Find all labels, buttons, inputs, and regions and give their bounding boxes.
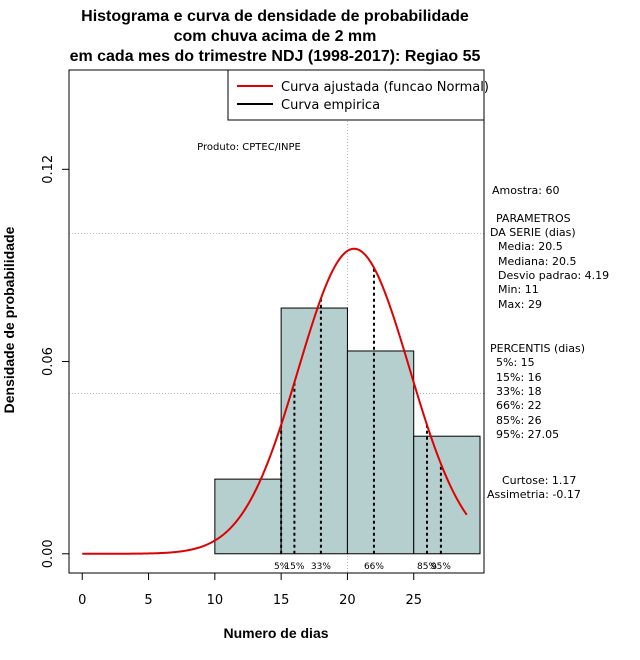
- legend-label-empirical: Curva empirica: [281, 98, 380, 113]
- stat-p95: 95%: 27.05: [496, 428, 559, 441]
- product-annotation: Produto: CPTEC/INPE: [197, 142, 301, 153]
- percentile-label-1: 15%: [284, 562, 304, 572]
- stat-p15: 15%: 16: [496, 371, 542, 384]
- legend-label-normal: Curva ajustada (funcao Normal): [281, 80, 489, 95]
- x-tick-label-3: 15: [273, 593, 290, 608]
- grid: [69, 70, 484, 573]
- x-tick-label-1: 5: [144, 593, 152, 608]
- statistics-panel: Amostra: 60 PARAMETROS DA SERIE (dias) M…: [487, 184, 609, 501]
- percentile-label-5: 95%: [431, 562, 451, 572]
- chart-title-line-1: Histograma e curva de densidade de proba…: [81, 8, 469, 25]
- stat-amostra: Amostra: 60: [492, 184, 559, 197]
- x-tick-label-5: 25: [405, 593, 422, 608]
- y-tick-label-0: 0.00: [41, 539, 56, 568]
- stat-media: Media: 20.5: [498, 240, 563, 253]
- histogram-bar-1: [280, 307, 348, 555]
- percentile-label-0: 5%: [274, 562, 289, 572]
- histogram-bar-3: [413, 435, 481, 555]
- stat-p85: 85%: 26: [496, 414, 542, 427]
- x-tick-label-0: 0: [78, 593, 86, 608]
- percentile-label-4: 85%: [417, 562, 437, 572]
- stat-p5: 5%: 15: [496, 356, 535, 369]
- x-tick-label-2: 10: [207, 593, 224, 608]
- x-tick-label-4: 20: [339, 593, 356, 608]
- stat-params-title-2: DA SERIE (dias): [490, 226, 576, 239]
- percentile-label-2: 33%: [311, 562, 331, 572]
- y-tick-label-1: 0.06: [41, 347, 56, 376]
- stat-p33: 33%: 18: [496, 385, 542, 398]
- stat-percentis-title: PERCENTIS (dias): [490, 342, 585, 355]
- percentile-lines: 5%15% 33% 66% 85%95%: [274, 267, 451, 572]
- stat-mediana: Mediana: 20.5: [498, 255, 576, 268]
- y-axis: 0.00 0.06 0.12: [41, 155, 70, 568]
- stat-curtose: Curtose: 1.17: [502, 474, 576, 487]
- stat-p66: 66%: 22: [496, 399, 542, 412]
- normal-curve: [82, 247, 468, 555]
- stat-desvio: Desvio padrao: 4.19: [498, 269, 609, 282]
- legend: Curva ajustada (funcao Normal) Curva emp…: [227, 69, 489, 121]
- y-axis-title: Densidade de probabilidade: [1, 226, 17, 413]
- x-axis-title: Numero de dias: [223, 625, 328, 641]
- legend-box: [227, 69, 485, 121]
- percentile-label-3: 66%: [364, 562, 384, 572]
- histogram-bars: [214, 307, 481, 555]
- chart-title-line-3: em cada mes do trimestre NDJ (1998-2017)…: [70, 48, 481, 65]
- x-axis: 0 5 10 15 20 25: [78, 572, 422, 608]
- stat-params-title-1: PARAMETROS: [496, 212, 571, 225]
- stat-assimetria: Assimetria: -0.17: [487, 488, 581, 501]
- stat-max: Max: 29: [498, 298, 542, 311]
- y-tick-label-2: 0.12: [41, 155, 56, 184]
- stat-min: Min: 11: [498, 283, 539, 296]
- histogram-bar-0: [214, 478, 282, 555]
- histogram-bar-2: [346, 350, 415, 555]
- chart-title-line-2: com chuva acima de 2 mm: [174, 28, 377, 45]
